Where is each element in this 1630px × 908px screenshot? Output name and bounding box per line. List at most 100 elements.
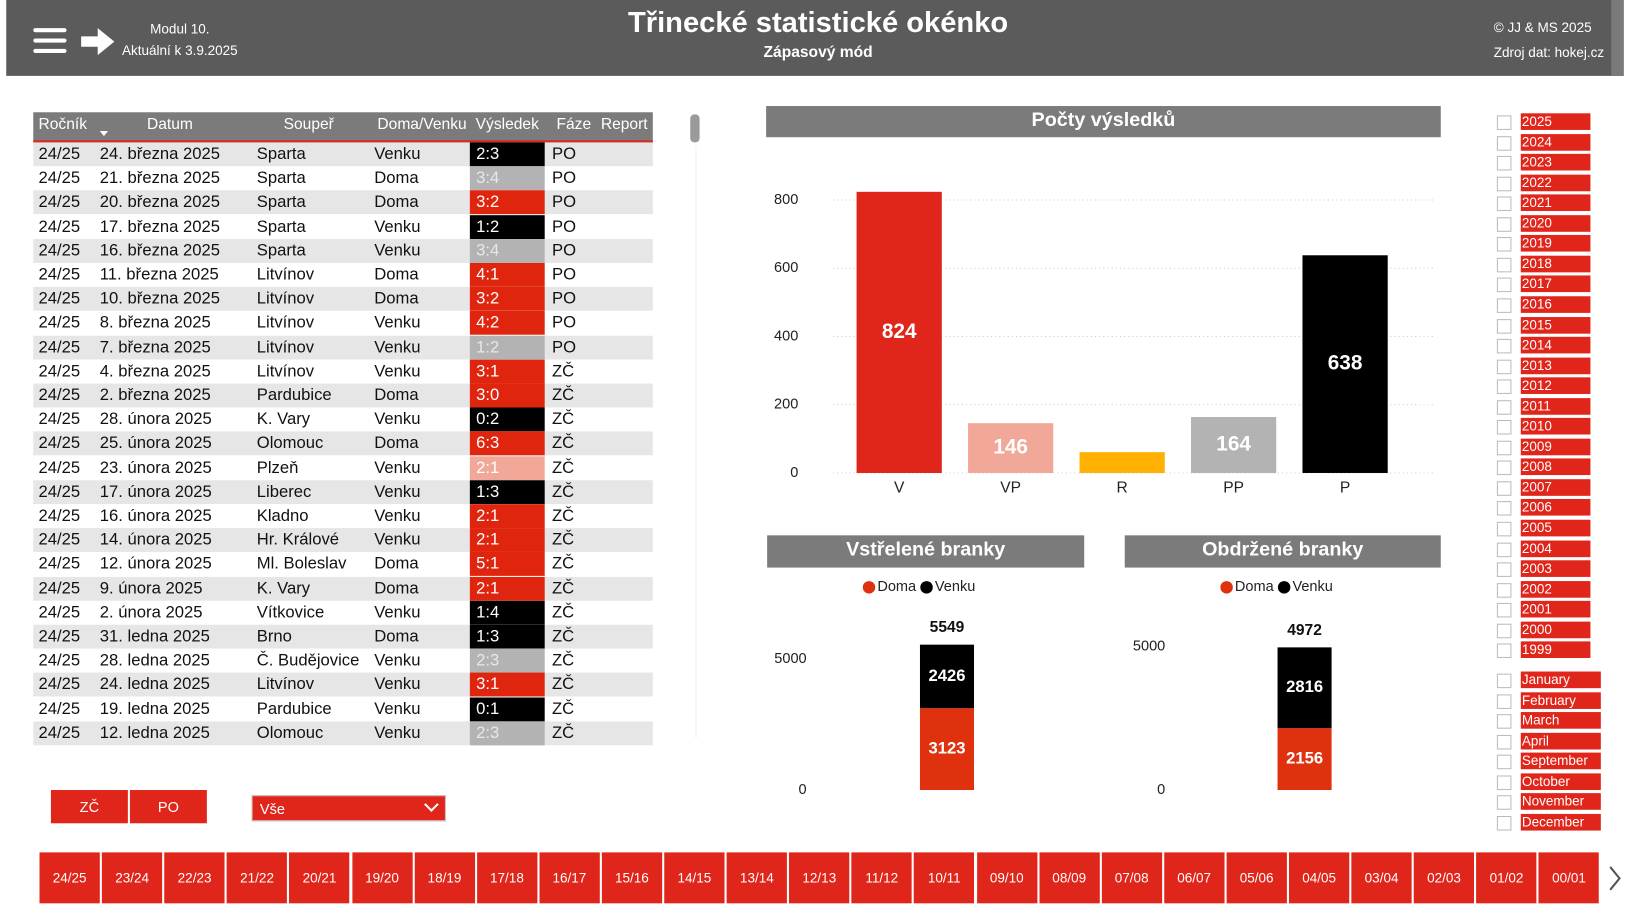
year-checkbox[interactable] <box>1496 460 1512 476</box>
year-checkbox[interactable] <box>1496 643 1512 659</box>
month-option[interactable]: February <box>1520 691 1601 709</box>
year-option[interactable]: 2017 <box>1520 275 1591 293</box>
year-checkbox[interactable] <box>1496 277 1512 293</box>
year-checkbox[interactable] <box>1496 521 1512 537</box>
year-option[interactable]: 2006 <box>1520 499 1591 517</box>
year-checkbox[interactable] <box>1496 115 1512 130</box>
year-checkbox[interactable] <box>1496 298 1512 313</box>
phase-button[interactable]: PO <box>129 790 207 824</box>
season-button[interactable]: 00/01 <box>1538 852 1600 904</box>
menu-icon[interactable] <box>33 27 68 56</box>
season-button[interactable]: 23/24 <box>101 852 163 904</box>
year-checkbox[interactable] <box>1496 318 1512 334</box>
year-checkbox[interactable] <box>1496 237 1512 252</box>
column-header[interactable]: Ročník <box>38 115 87 134</box>
season-button[interactable]: 12/13 <box>789 852 850 904</box>
season-button[interactable]: 03/04 <box>1351 852 1412 904</box>
season-button[interactable]: 18/19 <box>414 852 475 904</box>
season-button[interactable]: 13/14 <box>726 852 787 904</box>
season-button[interactable]: 05/06 <box>1226 852 1287 904</box>
year-option[interactable]: 2005 <box>1520 519 1591 537</box>
year-option[interactable]: 2012 <box>1520 377 1591 395</box>
year-checkbox[interactable] <box>1496 359 1512 374</box>
year-option[interactable]: 2003 <box>1520 560 1591 578</box>
year-option[interactable]: 2010 <box>1520 418 1591 435</box>
season-dropdown[interactable]: Vše <box>251 795 446 822</box>
year-option[interactable]: 2016 <box>1520 296 1591 313</box>
year-option[interactable]: 2014 <box>1520 336 1591 354</box>
year-checkbox[interactable] <box>1496 176 1512 191</box>
season-button[interactable]: 17/18 <box>476 852 538 904</box>
month-option[interactable]: March <box>1520 712 1601 729</box>
year-option[interactable]: 2011 <box>1520 397 1591 415</box>
month-checkbox[interactable] <box>1496 734 1512 749</box>
column-header[interactable]: Fáze <box>556 115 592 134</box>
year-checkbox[interactable] <box>1496 216 1512 232</box>
year-option[interactable]: 2007 <box>1520 479 1591 496</box>
table-scroll-thumb[interactable] <box>690 114 700 143</box>
year-option[interactable]: 2024 <box>1520 133 1591 151</box>
season-button[interactable]: 09/10 <box>976 852 1037 904</box>
year-option[interactable]: 2018 <box>1520 255 1591 273</box>
season-button[interactable]: 24/25 <box>39 852 100 904</box>
month-option[interactable]: October <box>1520 772 1601 790</box>
year-checkbox[interactable] <box>1496 440 1512 456</box>
year-option[interactable]: 2019 <box>1520 235 1591 252</box>
month-checkbox[interactable] <box>1496 754 1512 770</box>
month-option[interactable]: November <box>1520 793 1601 810</box>
month-option[interactable]: January <box>1520 671 1601 689</box>
month-option[interactable]: April <box>1520 732 1601 749</box>
column-header[interactable]: Soupeř <box>283 115 334 134</box>
year-checkbox[interactable] <box>1496 399 1512 415</box>
year-option[interactable]: 2015 <box>1520 316 1591 334</box>
season-button[interactable]: 21/22 <box>226 852 288 904</box>
season-button[interactable]: 19/20 <box>351 852 413 904</box>
month-checkbox[interactable] <box>1496 673 1512 689</box>
year-checkbox[interactable] <box>1496 542 1512 557</box>
year-checkbox[interactable] <box>1496 501 1512 517</box>
year-checkbox[interactable] <box>1496 379 1512 395</box>
year-checkbox[interactable] <box>1496 156 1512 171</box>
year-checkbox[interactable] <box>1496 623 1512 638</box>
year-option[interactable]: 2023 <box>1520 153 1591 171</box>
year-option[interactable]: 2002 <box>1520 580 1591 598</box>
year-option[interactable]: 2022 <box>1520 174 1591 191</box>
year-checkbox[interactable] <box>1496 562 1512 578</box>
year-option[interactable]: 2001 <box>1520 601 1591 618</box>
season-button[interactable]: 07/08 <box>1101 852 1162 904</box>
year-option[interactable]: 2009 <box>1520 438 1591 456</box>
month-checkbox[interactable] <box>1496 774 1512 790</box>
year-checkbox[interactable] <box>1496 196 1512 212</box>
year-checkbox[interactable] <box>1496 338 1512 354</box>
month-checkbox[interactable] <box>1496 815 1512 831</box>
column-header[interactable]: Datum <box>146 115 193 134</box>
column-header[interactable]: Report <box>600 115 648 134</box>
year-checkbox[interactable] <box>1496 603 1512 618</box>
year-checkbox[interactable] <box>1496 481 1512 496</box>
phase-button[interactable]: ZČ <box>50 790 128 824</box>
year-option[interactable]: 2000 <box>1520 621 1591 638</box>
next-arrow[interactable] <box>1607 865 1624 892</box>
season-button[interactable]: 08/09 <box>1039 852 1100 904</box>
year-option[interactable]: 2004 <box>1520 540 1591 557</box>
month-checkbox[interactable] <box>1496 714 1512 729</box>
year-option[interactable]: 2020 <box>1520 214 1591 232</box>
year-checkbox[interactable] <box>1496 420 1512 435</box>
year-option[interactable]: 2021 <box>1520 194 1591 212</box>
month-checkbox[interactable] <box>1496 795 1512 810</box>
column-header[interactable]: Výsledek <box>475 115 539 134</box>
year-checkbox[interactable] <box>1496 257 1512 273</box>
year-checkbox[interactable] <box>1496 582 1512 598</box>
season-button[interactable]: 16/17 <box>539 852 600 904</box>
forward-arrow[interactable] <box>81 26 116 57</box>
season-button[interactable]: 04/05 <box>1288 852 1350 904</box>
year-option[interactable]: 2008 <box>1520 458 1591 476</box>
month-checkbox[interactable] <box>1496 693 1512 709</box>
year-checkbox[interactable] <box>1496 135 1512 151</box>
season-button[interactable]: 20/21 <box>289 852 350 904</box>
season-button[interactable]: 06/07 <box>1164 852 1225 904</box>
season-button[interactable]: 10/11 <box>914 852 975 904</box>
season-button[interactable]: 22/23 <box>164 852 225 904</box>
season-button[interactable]: 01/02 <box>1476 852 1537 904</box>
year-option[interactable]: 1999 <box>1520 641 1591 659</box>
